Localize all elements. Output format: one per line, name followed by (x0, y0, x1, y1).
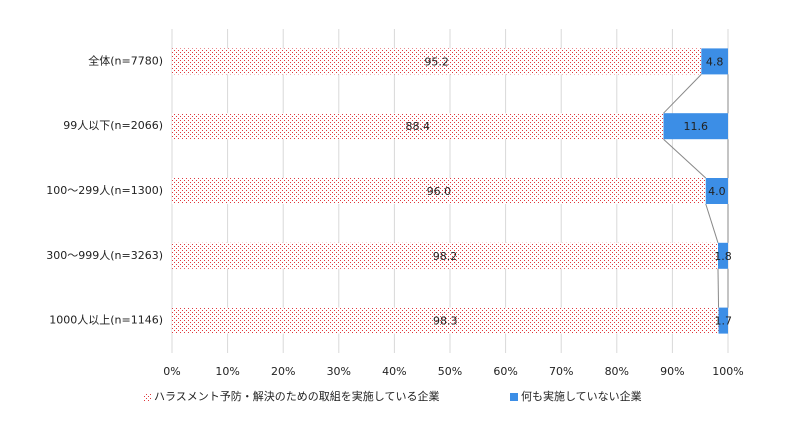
x-tick-label: 0% (163, 365, 180, 378)
series-line (717, 268, 720, 308)
bar-segment (172, 113, 664, 140)
data-label: 4.8 (706, 55, 724, 68)
legend-marker (143, 393, 151, 401)
x-tick-label: 50% (438, 365, 462, 378)
x-tick-label: 90% (660, 365, 684, 378)
data-label: 11.6 (684, 120, 709, 133)
bar-segment (701, 48, 728, 75)
legend-label: ハラスメント予防・解決のための取組を実施している企業 (154, 389, 439, 403)
data-label: 96.0 (427, 185, 452, 198)
data-label: 95.2 (424, 55, 449, 68)
x-tick-label: 100% (712, 365, 743, 378)
bar-segment (663, 113, 728, 140)
y-tick-label: 1000人以上(n=1146) (49, 314, 163, 327)
x-tick-label: 70% (549, 365, 573, 378)
data-label: 1.8 (714, 250, 732, 263)
bar-segment (717, 242, 728, 269)
bar-segment (172, 307, 719, 334)
x-tick-label: 20% (271, 365, 295, 378)
bar-segment (705, 178, 728, 204)
x-tick-label: 10% (215, 365, 239, 378)
series-line (663, 74, 702, 114)
bar-segment (718, 307, 728, 334)
bar-segment (172, 178, 706, 204)
x-tick-label: 30% (327, 365, 351, 378)
data-label: 1.7 (715, 315, 733, 328)
x-tick-label: 80% (605, 365, 629, 378)
series-line (705, 203, 719, 243)
legend-label: 何も実施していない企業 (521, 389, 642, 403)
series-line (663, 138, 707, 179)
data-label: 98.3 (433, 315, 458, 328)
x-tick-label: 60% (493, 365, 517, 378)
x-tick-label: 40% (382, 365, 406, 378)
data-label: 98.2 (433, 250, 458, 263)
y-tick-label: 全体(n=7780) (88, 53, 163, 67)
y-tick-label: 99人以下(n=2066) (63, 119, 163, 132)
data-label: 4.0 (708, 185, 726, 198)
bar-segment (172, 242, 718, 269)
data-label: 88.4 (406, 120, 431, 133)
legend-marker (510, 393, 518, 401)
bar-segment (172, 48, 702, 75)
y-tick-label: 300～999人(n=3263) (46, 249, 163, 262)
y-tick-label: 100～299人(n=1300) (46, 184, 163, 197)
